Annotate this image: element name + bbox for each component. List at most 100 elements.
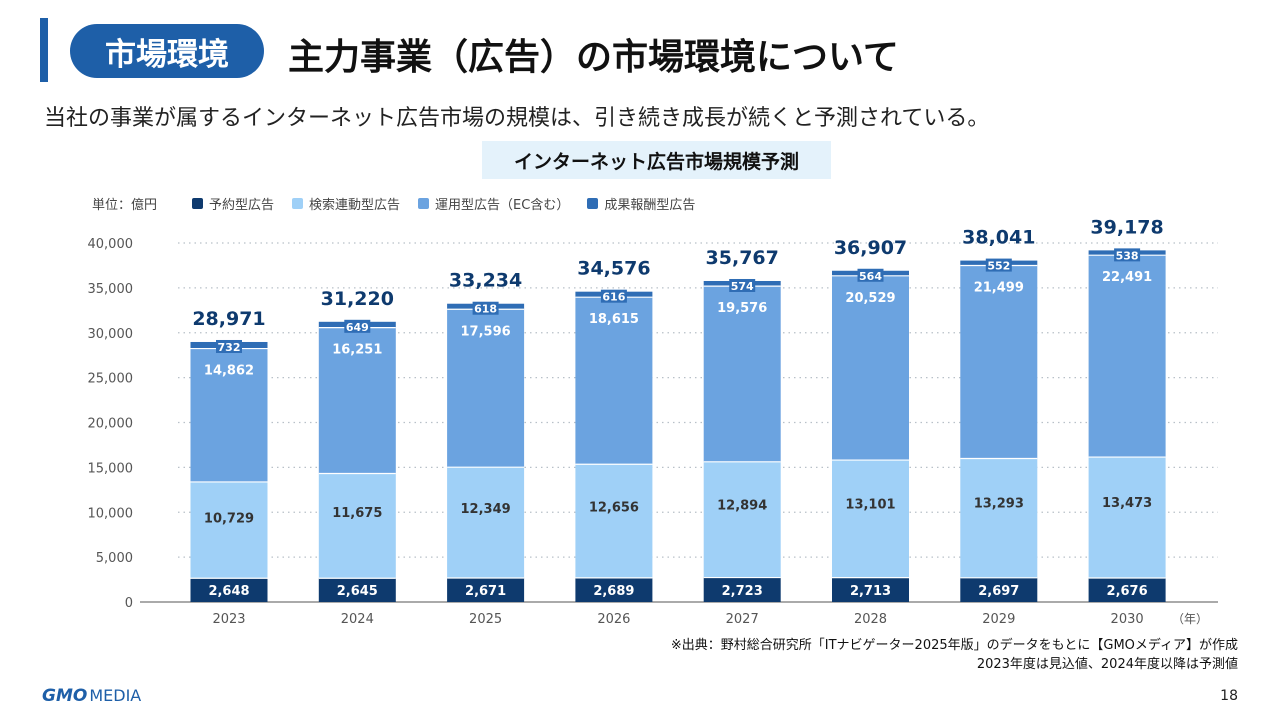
bar-segment xyxy=(575,464,653,578)
y-tick-label: 35,000 xyxy=(88,282,134,297)
data-label: 732 xyxy=(218,341,241,354)
bar-segment xyxy=(190,481,268,579)
source-line: ※出典：野村総合研究所「ITナビゲーター2025年版」のデータをもとに【GMOメ… xyxy=(670,638,1238,653)
bar-segment xyxy=(703,286,781,462)
legend-swatch xyxy=(292,198,304,209)
legend-swatch xyxy=(587,198,599,209)
data-label: 13,473 xyxy=(1102,496,1152,511)
x-tick-label: 2028 xyxy=(854,612,887,627)
label-badge xyxy=(216,339,242,353)
legend-item-performance: 成果報酬型広告 xyxy=(587,194,695,213)
data-label: 2,671 xyxy=(465,584,506,599)
y-tick-label: 40,000 xyxy=(88,237,134,252)
data-label: 18,615 xyxy=(589,312,639,327)
page-subtitle: 当社の事業が属するインターネット広告市場の規模は、引き続き成長が続くと予測されて… xyxy=(44,106,990,131)
total-label: 31,220 xyxy=(321,288,394,310)
data-label: 19,576 xyxy=(717,301,767,316)
title-accent-bar xyxy=(40,18,48,82)
data-label: 574 xyxy=(731,280,754,293)
data-label: 2,723 xyxy=(722,584,763,599)
legend-item-search: 検索連動型広告 xyxy=(292,194,400,213)
bar-segment xyxy=(1088,457,1166,578)
data-label: 13,101 xyxy=(845,498,895,513)
bar-segment xyxy=(575,577,653,602)
total-label: 34,576 xyxy=(577,258,650,280)
y-tick-label: 0 xyxy=(125,596,133,611)
label-badge xyxy=(729,278,756,292)
data-label: 14,862 xyxy=(204,364,254,379)
data-label: 17,596 xyxy=(461,324,511,339)
data-label: 12,894 xyxy=(717,499,767,514)
y-tick-label: 25,000 xyxy=(88,372,134,387)
total-label: 28,971 xyxy=(192,308,265,330)
unit-label: 単位：億円 xyxy=(92,198,158,213)
bar-segment xyxy=(190,578,268,602)
page-title: 主力事業（広告）の市場環境について xyxy=(288,37,899,78)
total-label: 36,907 xyxy=(834,237,907,259)
bar-segment xyxy=(1088,577,1166,602)
bar-segment xyxy=(703,577,781,602)
chart-title: インターネット広告市場規模予測 xyxy=(482,141,831,179)
data-label: 616 xyxy=(602,291,625,304)
bar-segment xyxy=(575,297,653,465)
x-tick-label: 2027 xyxy=(726,612,759,627)
page-number: 18 xyxy=(1220,688,1238,704)
bar-segment xyxy=(447,467,525,579)
y-tick-label: 20,000 xyxy=(88,417,134,432)
y-tick-label: 30,000 xyxy=(88,327,134,342)
source-line: 2023年度は見込値、2024年度以降は予測値 xyxy=(976,657,1238,672)
y-tick-label: 5,000 xyxy=(96,551,133,566)
data-label: 552 xyxy=(987,260,1010,273)
data-label: 2,645 xyxy=(337,584,378,599)
bar-segment xyxy=(703,461,781,578)
label-badge xyxy=(344,319,371,333)
bar-segment xyxy=(960,577,1038,602)
legend-swatch xyxy=(418,198,430,209)
bar-segment xyxy=(1088,255,1166,458)
data-label: 12,349 xyxy=(461,502,511,517)
legend-swatch xyxy=(192,198,203,209)
data-label: 564 xyxy=(859,270,882,283)
data-label: 538 xyxy=(1116,249,1139,262)
bar-segment xyxy=(447,578,525,602)
total-label: 35,767 xyxy=(706,247,779,269)
bar-segment xyxy=(190,348,268,482)
bar-segment xyxy=(318,473,396,579)
y-tick-label: 10,000 xyxy=(88,506,134,521)
legend-label: 成果報酬型広告 xyxy=(604,198,696,213)
legend-label: 検索連動型広告 xyxy=(309,198,401,213)
data-label: 22,491 xyxy=(1102,270,1152,285)
total-label: 38,041 xyxy=(962,227,1035,249)
label-badge xyxy=(472,301,499,315)
bar-segment xyxy=(960,458,1038,578)
logo-gmo-text: GMO xyxy=(42,686,88,706)
gmo-media-logo: GMO MEDIA xyxy=(42,686,141,706)
data-label: 11,675 xyxy=(332,506,382,521)
x-tick-label: 2023 xyxy=(212,612,245,627)
x-unit-label: （年） xyxy=(1172,612,1208,626)
logo-media-text: MEDIA xyxy=(89,686,142,705)
data-label: 10,729 xyxy=(204,512,254,527)
y-tick-label: 15,000 xyxy=(88,461,134,476)
x-tick-label: 2025 xyxy=(469,612,502,627)
bar-segment xyxy=(832,275,909,461)
source-note: ※出典：野村総合研究所「ITナビゲーター2025年版」のデータをもとに【GMOメ… xyxy=(671,636,1238,674)
section-tag: 市場環境 xyxy=(70,24,264,78)
legend-item-programmatic: 運用型広告（EC含む） xyxy=(418,194,569,213)
bar-segment xyxy=(318,327,396,474)
label-badge xyxy=(600,289,627,303)
label-badge xyxy=(857,268,884,282)
total-label: 39,178 xyxy=(1090,216,1163,238)
legend-label: 予約型広告 xyxy=(209,198,275,213)
data-label: 13,293 xyxy=(974,497,1024,512)
x-tick-label: 2029 xyxy=(982,612,1015,627)
data-label: 21,499 xyxy=(974,281,1024,296)
label-badge xyxy=(985,258,1012,272)
data-label: 2,648 xyxy=(208,584,249,599)
x-tick-label: 2024 xyxy=(341,612,374,627)
legend-label: 運用型広告（EC含む） xyxy=(435,198,570,213)
x-tick-label: 2026 xyxy=(597,612,630,627)
data-label: 20,529 xyxy=(845,291,895,306)
bar-segment xyxy=(318,578,396,602)
